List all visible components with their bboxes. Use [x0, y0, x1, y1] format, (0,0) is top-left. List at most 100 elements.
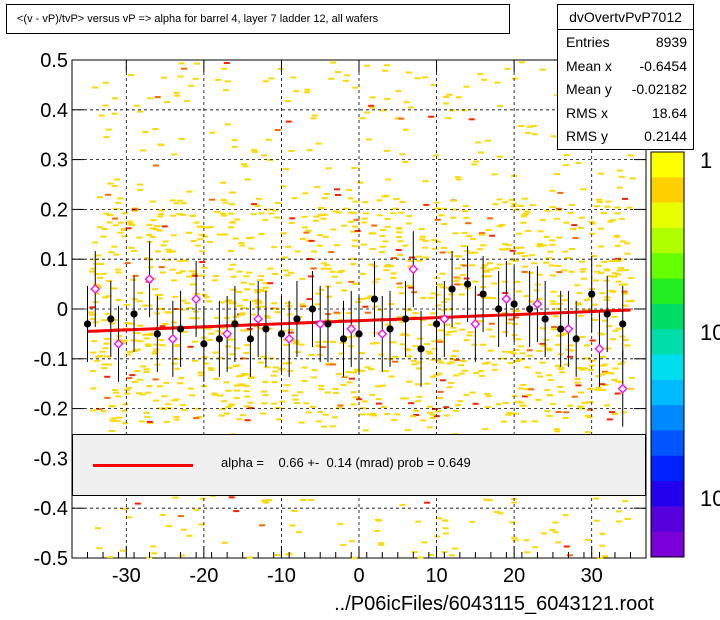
density-cell — [127, 350, 133, 353]
density-cell — [481, 275, 488, 278]
density-cell — [126, 387, 133, 390]
density-cell — [161, 225, 168, 228]
density-cell — [292, 342, 299, 345]
density-cell — [536, 273, 543, 276]
density-cell — [143, 370, 150, 373]
density-cell — [416, 361, 423, 364]
density-cell — [399, 320, 406, 323]
density-cell — [496, 263, 503, 266]
density-cell — [376, 214, 383, 217]
density-cell — [152, 352, 158, 355]
density-cell — [546, 349, 553, 352]
density-cell — [150, 545, 157, 548]
density-cell — [196, 415, 203, 418]
density-cell — [428, 323, 434, 326]
density-cell — [157, 385, 163, 388]
density-cell — [450, 326, 457, 329]
density-cell — [505, 244, 512, 247]
density-cell — [627, 154, 634, 157]
palette-band — [651, 152, 684, 178]
density-cell — [595, 375, 602, 378]
palette-band — [651, 354, 684, 381]
density-cell — [410, 359, 417, 362]
density-cell — [361, 217, 368, 220]
x-axis-label: ../P06icFiles/6043115_6043121.root — [334, 593, 654, 615]
density-cell — [217, 394, 224, 397]
density-cell — [136, 392, 142, 395]
density-cell — [224, 123, 231, 126]
density-cell — [384, 64, 391, 67]
density-cell — [301, 215, 308, 218]
density-cell — [556, 209, 562, 212]
density-cell — [361, 400, 368, 403]
palette-band — [651, 278, 684, 305]
density-cell — [374, 518, 381, 521]
density-cell — [343, 207, 350, 210]
density-cell — [177, 515, 184, 518]
density-cell — [244, 395, 251, 398]
density-cell — [490, 297, 497, 300]
density-cell — [444, 333, 451, 336]
density-cell — [258, 288, 265, 291]
density-cell — [419, 238, 426, 241]
density-cell — [227, 268, 234, 271]
density-cell — [178, 138, 185, 140]
density-cell — [159, 514, 166, 516]
density-cell — [192, 274, 199, 277]
density-cell — [207, 226, 214, 229]
density-cell — [333, 311, 340, 314]
density-cell — [402, 244, 409, 247]
stats-value: 0.2144 — [644, 128, 687, 145]
density-cell — [384, 97, 391, 100]
density-cell — [541, 244, 548, 247]
density-cell — [260, 355, 267, 358]
density-cell — [392, 360, 399, 363]
density-cell — [570, 228, 577, 231]
density-cell — [459, 274, 466, 277]
density-cell — [488, 322, 495, 325]
density-cell — [108, 251, 115, 254]
density-cell — [282, 362, 288, 365]
density-cell — [158, 266, 165, 269]
density-cell — [134, 332, 141, 335]
density-cell — [230, 288, 237, 291]
density-cell — [121, 507, 128, 510]
density-cell — [461, 369, 468, 372]
density-cell — [454, 359, 461, 361]
density-cell — [436, 372, 443, 375]
density-cell — [136, 236, 143, 239]
data-point — [386, 325, 394, 333]
density-cell — [557, 191, 564, 194]
density-cell — [428, 115, 435, 118]
density-cell — [511, 202, 518, 205]
density-cell — [466, 235, 473, 238]
density-cell — [416, 395, 423, 398]
density-cell — [502, 331, 509, 334]
palette-band — [651, 430, 684, 457]
density-cell — [117, 221, 124, 224]
density-cell — [181, 330, 188, 333]
density-cell — [227, 338, 234, 341]
density-cell — [615, 273, 622, 276]
density-cell — [175, 272, 182, 275]
density-cell — [616, 520, 622, 523]
density-cell — [443, 414, 450, 417]
density-cell — [598, 245, 605, 248]
density-cell — [616, 327, 623, 330]
density-cell — [597, 227, 604, 230]
density-cell — [315, 345, 322, 348]
density-cell — [611, 275, 618, 278]
density-cell — [564, 256, 571, 259]
density-cell — [477, 248, 483, 251]
density-cell — [395, 249, 402, 251]
density-cell — [258, 233, 265, 236]
density-cell — [137, 183, 143, 186]
density-cell — [229, 221, 236, 224]
density-cell — [189, 317, 196, 320]
density-cell — [511, 536, 518, 539]
density-cell — [134, 370, 141, 372]
density-cell — [543, 235, 550, 238]
density-cell — [262, 80, 269, 83]
data-point-open — [346, 324, 357, 334]
density-cell — [284, 274, 291, 277]
